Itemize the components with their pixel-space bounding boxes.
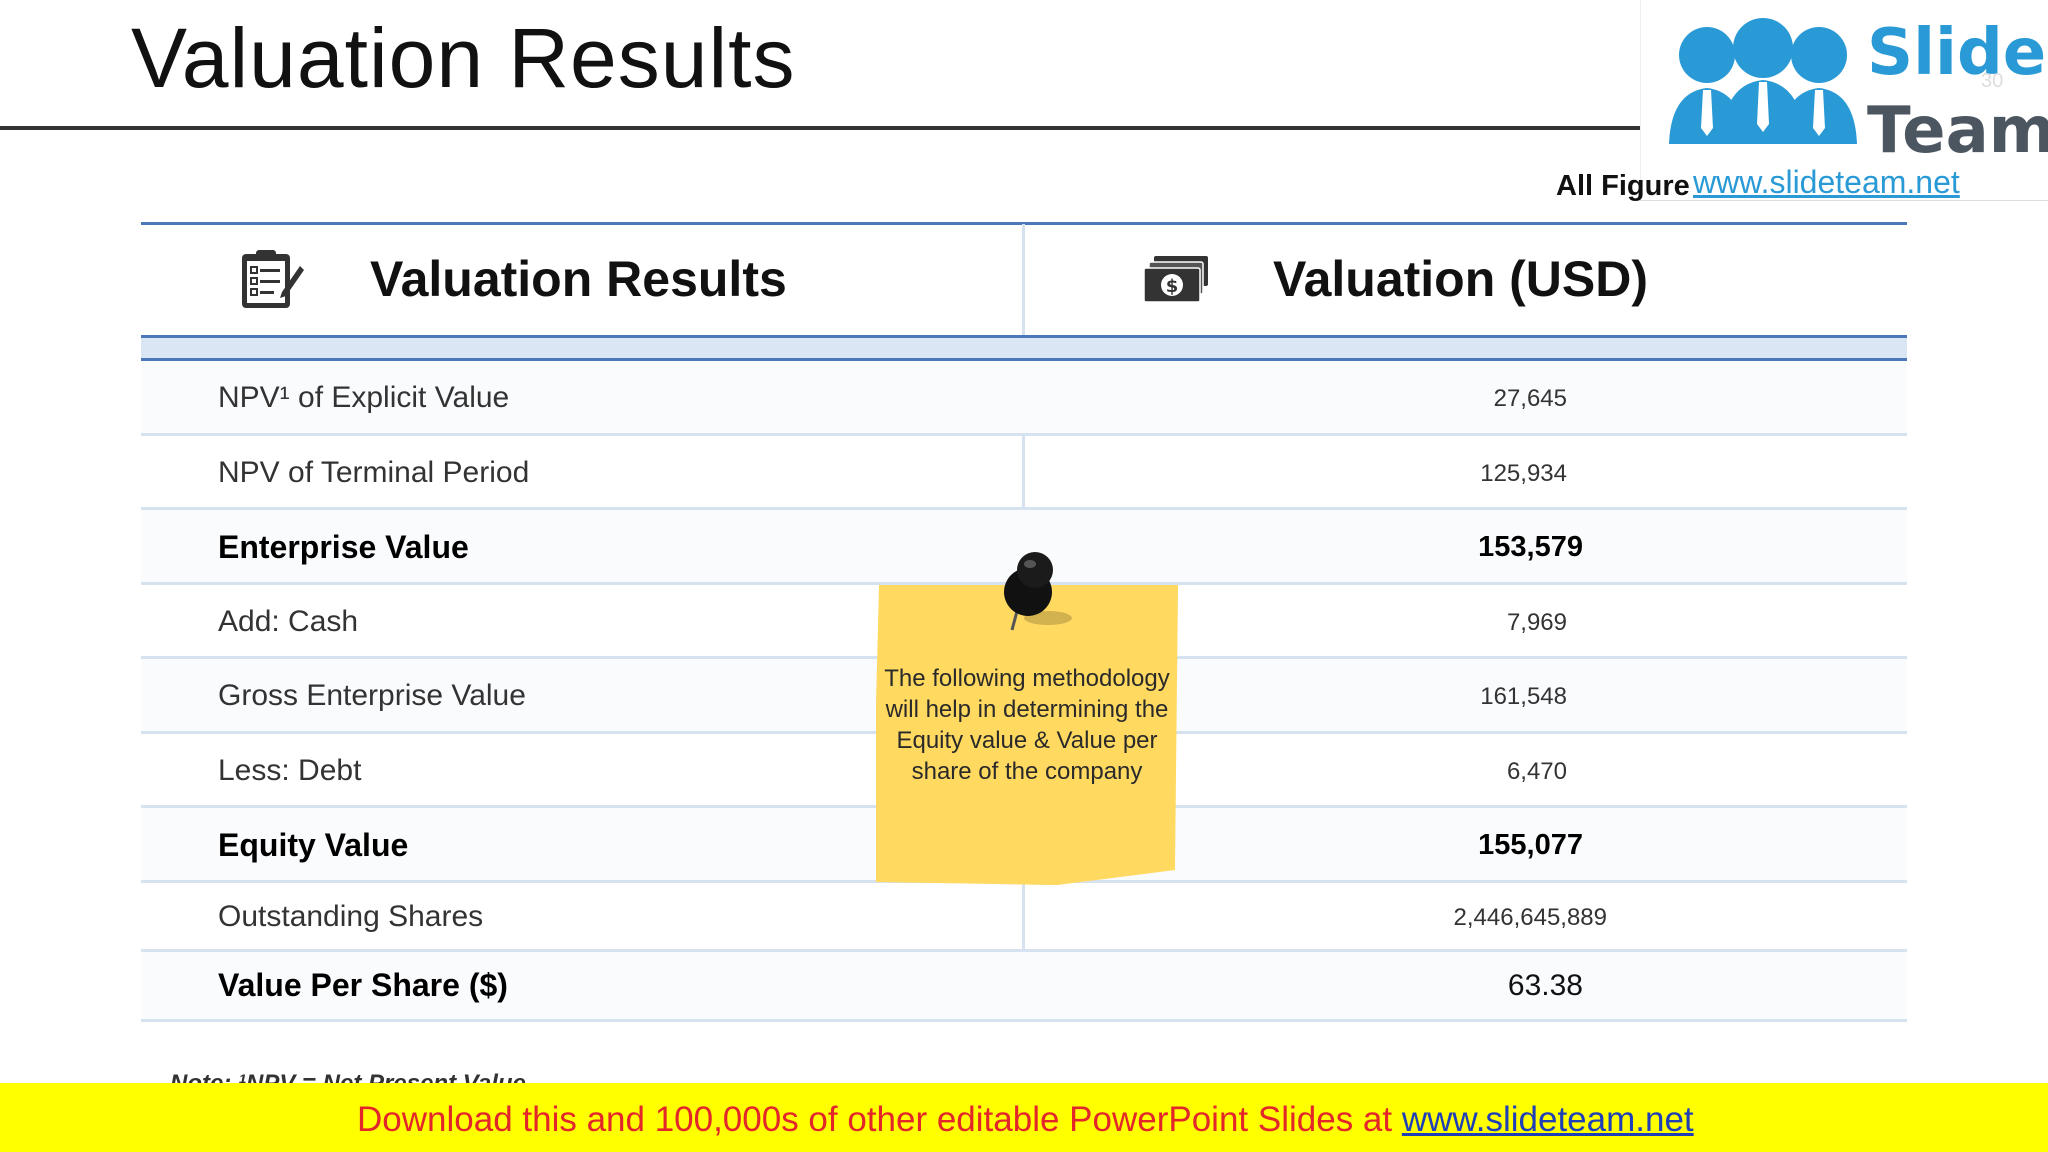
row-label: Enterprise Value bbox=[218, 529, 469, 565]
title-divider bbox=[0, 126, 1652, 130]
people-logo-icon bbox=[1669, 18, 1857, 144]
row-label: Less: Debt bbox=[218, 754, 362, 787]
header-band-top-rule bbox=[141, 335, 1907, 338]
banner-link[interactable]: www.slideteam.net bbox=[1401, 1100, 1694, 1139]
header-valuation-results: Valuation Results bbox=[370, 251, 787, 307]
row-label: Outstanding Shares bbox=[218, 900, 484, 933]
row-label: Add: Cash bbox=[218, 605, 359, 638]
row-label: NPV¹ of Explicit Value bbox=[218, 381, 510, 414]
download-banner bbox=[0, 1083, 2048, 1152]
row-value: 161,548 bbox=[1480, 683, 1567, 710]
row-value: 6,470 bbox=[1506, 758, 1567, 785]
table-row-outstanding-shares: Outstanding Shares 2,446,645,889 bbox=[141, 883, 1907, 952]
row-value: 153,579 bbox=[1478, 531, 1583, 563]
page-number: 30 bbox=[1981, 70, 2004, 92]
table-row-value-per-share: Value Per Share ($) 63.38 bbox=[141, 952, 1907, 1022]
banner-text: Download this and 100,000s of other edit… bbox=[357, 1100, 1694, 1140]
row-value: 27,645 bbox=[1493, 385, 1567, 412]
row-value: 125,934 bbox=[1480, 460, 1567, 487]
header-valuation-usd: Valuation (USD) bbox=[1273, 251, 1649, 307]
banner-message: Download this and 100,000s of other edit… bbox=[357, 1100, 1402, 1139]
logo-website-link[interactable]: www.slideteam.net bbox=[1693, 164, 1960, 200]
row-label: NPV of Terminal Period bbox=[218, 456, 530, 489]
clipboard-icon bbox=[242, 250, 304, 308]
currency-note: All Figures in USD bbox=[1556, 170, 1691, 202]
sticky-note-text: The following methodology will help in d… bbox=[884, 665, 1170, 785]
table-row-npv-terminal: NPV of Terminal Period 125,934 bbox=[141, 436, 1907, 510]
logo-text-slide: Slide bbox=[1867, 16, 2047, 90]
header-band bbox=[141, 338, 1907, 358]
table-top-rule bbox=[141, 222, 1907, 225]
svg-text:$: $ bbox=[1166, 276, 1179, 297]
row-label: Equity Value bbox=[218, 827, 409, 863]
row-label: Value Per Share ($) bbox=[218, 967, 508, 1003]
sticky-note bbox=[876, 585, 1178, 885]
money-stack-icon: $ bbox=[1143, 256, 1208, 303]
row-label: Gross Enterprise Value bbox=[218, 679, 526, 712]
logo-text-team: Team bbox=[1867, 94, 2048, 168]
table-row-npv-explicit: NPV¹ of Explicit Value 27,645 bbox=[141, 361, 1907, 436]
row-value: 155,077 bbox=[1478, 829, 1583, 861]
row-value: 2,446,645,889 bbox=[1453, 904, 1607, 931]
slideteam-logo[interactable]: Slide Team 30 www.slideteam.net bbox=[1640, 0, 2048, 201]
row-value: 63.38 bbox=[1507, 969, 1583, 1002]
page-title: Valuation Results bbox=[131, 11, 796, 105]
row-value: 7,969 bbox=[1506, 609, 1567, 636]
header-band-bottom-rule bbox=[141, 358, 1907, 361]
table-row-enterprise-value: Enterprise Value 153,579 bbox=[141, 510, 1907, 585]
pushpin-icon bbox=[1004, 552, 1072, 631]
